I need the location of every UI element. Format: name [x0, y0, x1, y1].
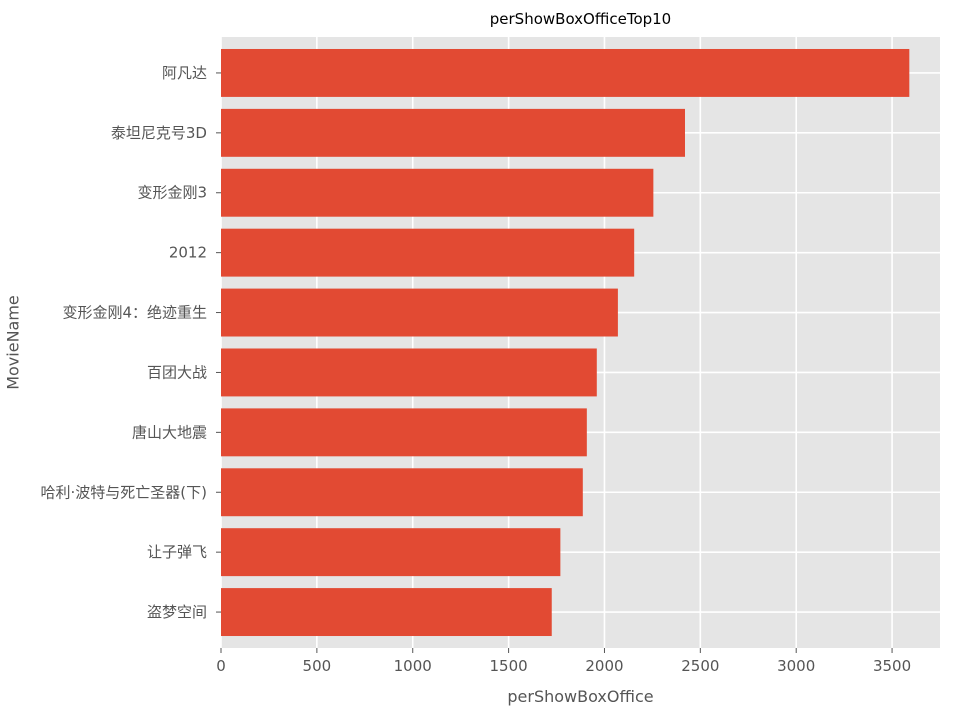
bar — [221, 348, 597, 396]
y-tick-label: 阿凡达 — [162, 64, 207, 82]
x-tick-label: 2500 — [681, 657, 719, 675]
chart-title: perShowBoxOfficeTop10 — [490, 10, 671, 28]
y-tick-label: 盗梦空间 — [147, 603, 207, 621]
bar — [221, 528, 560, 576]
x-tick-label: 2000 — [585, 657, 623, 675]
bar — [221, 49, 909, 97]
x-tick-label: 1500 — [490, 657, 528, 675]
bar — [221, 588, 552, 636]
y-tick-label: 哈利·波特与死亡圣器(下) — [41, 483, 207, 501]
y-tick-label: 让子弹飞 — [147, 543, 207, 561]
y-tick-label: 泰坦尼克号3D — [111, 124, 207, 142]
y-tick-label: 变形金刚4：绝迹重生 — [62, 304, 207, 322]
x-axis-ticks: 0 500 1000 1500 2000 2500 3000 3500 — [216, 648, 911, 675]
y-tick-label: 百团大战 — [147, 363, 207, 381]
x-tick-label: 500 — [303, 657, 332, 675]
y-tick-label: 变形金刚3 — [137, 184, 207, 202]
y-tick-label: 唐山大地震 — [132, 423, 207, 441]
bar — [221, 109, 685, 157]
bar — [221, 408, 587, 456]
x-tick-label: 3500 — [873, 657, 911, 675]
x-tick-label: 0 — [216, 657, 226, 675]
y-axis-title: MovieName — [4, 295, 23, 390]
bar — [221, 468, 583, 516]
x-tick-label: 1000 — [394, 657, 432, 675]
x-tick-label: 3000 — [777, 657, 815, 675]
y-tick-label: 2012 — [169, 244, 207, 262]
bar — [221, 289, 618, 337]
x-axis-title: perShowBoxOffice — [507, 687, 653, 706]
bar — [221, 169, 653, 217]
bar — [221, 229, 634, 277]
